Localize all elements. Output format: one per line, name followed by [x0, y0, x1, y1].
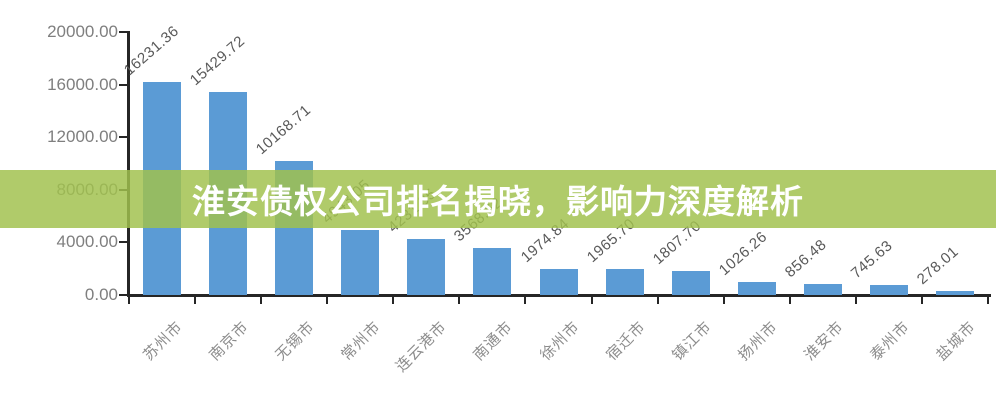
bar [935, 291, 974, 295]
x-axis-label: 镇江市 [668, 318, 715, 365]
x-axis-tick [458, 295, 461, 304]
x-axis-tick [326, 295, 329, 304]
bar [341, 229, 380, 295]
y-axis-label: 20000.00 [47, 22, 118, 41]
bar-value-label: 15429.72 [186, 32, 249, 90]
bar [539, 269, 578, 295]
x-axis-label: 南通市 [470, 318, 517, 365]
x-axis-label: 徐州市 [536, 318, 583, 365]
y-axis-line [127, 31, 130, 297]
x-axis-tick [128, 295, 130, 304]
x-axis-tick [987, 295, 989, 304]
bar-value-label: 16231.36 [120, 22, 183, 79]
y-axis-tick [119, 136, 129, 139]
x-axis-tick [854, 295, 857, 304]
x-axis-label: 南京市 [206, 318, 253, 365]
bar [737, 281, 776, 295]
x-axis-tick [656, 295, 659, 304]
x-axis-tick [260, 295, 263, 304]
x-axis-label: 苏州市 [140, 318, 187, 365]
bar [869, 285, 908, 295]
x-axis-label: 泰州市 [867, 318, 914, 365]
x-axis-tick [194, 295, 197, 304]
bar [671, 271, 710, 295]
bar-value-label: 856.48 [781, 235, 830, 281]
x-axis-label: 盐城市 [933, 318, 980, 365]
x-axis-tick [590, 295, 593, 304]
y-axis-tick [119, 241, 129, 244]
y-axis-tick [119, 83, 129, 86]
bar-value-label: 745.63 [847, 237, 896, 283]
x-axis-tick [722, 295, 725, 304]
y-axis-label: 0.00 [84, 285, 118, 304]
bar [803, 283, 842, 295]
y-axis-tick [119, 31, 129, 33]
headline-banner: 淮安债权公司排名揭晓，影响力深度解析 [0, 170, 996, 228]
bar [605, 269, 644, 295]
x-axis-label: 宿迁市 [602, 318, 649, 365]
x-axis-label: 扬州市 [734, 318, 781, 365]
y-axis-label: 16000.00 [47, 74, 118, 94]
x-axis-tick [392, 295, 395, 304]
y-axis-label: 12000.00 [47, 127, 118, 147]
y-axis-tick [119, 294, 129, 296]
x-axis-line [127, 294, 991, 297]
x-axis-tick [920, 295, 923, 304]
x-axis-label: 常州市 [338, 318, 385, 365]
x-axis-label: 无锡市 [272, 318, 319, 365]
bar-value-label: 10168.71 [253, 101, 315, 159]
headline-text: 淮安债权公司排名揭晓，影响力深度解析 [192, 183, 804, 220]
x-axis-tick [788, 295, 791, 304]
bar-value-label: 1026.26 [715, 227, 771, 279]
bar [473, 248, 512, 295]
bar-value-label: 278.01 [913, 243, 962, 289]
x-axis-label: 连云港市 [393, 318, 451, 376]
bar [407, 239, 446, 295]
x-axis-tick [524, 295, 527, 304]
y-axis-label: 4000.00 [56, 232, 118, 252]
x-axis-label: 淮安市 [800, 318, 847, 365]
